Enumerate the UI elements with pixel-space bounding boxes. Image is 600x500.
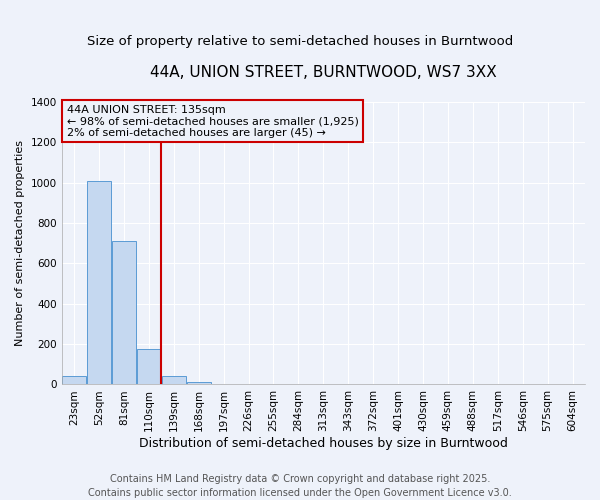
- Bar: [62, 376, 86, 384]
- Y-axis label: Number of semi-detached properties: Number of semi-detached properties: [15, 140, 25, 346]
- Bar: [87, 180, 111, 384]
- Bar: [137, 349, 161, 384]
- Text: 44A UNION STREET: 135sqm
← 98% of semi-detached houses are smaller (1,925)
2% of: 44A UNION STREET: 135sqm ← 98% of semi-d…: [67, 105, 359, 138]
- Text: Size of property relative to semi-detached houses in Burntwood: Size of property relative to semi-detach…: [87, 35, 513, 48]
- Text: Contains HM Land Registry data © Crown copyright and database right 2025.
Contai: Contains HM Land Registry data © Crown c…: [88, 474, 512, 498]
- X-axis label: Distribution of semi-detached houses by size in Burntwood: Distribution of semi-detached houses by …: [139, 437, 508, 450]
- Bar: [162, 376, 185, 384]
- Bar: [187, 382, 211, 384]
- Title: 44A, UNION STREET, BURNTWOOD, WS7 3XX: 44A, UNION STREET, BURNTWOOD, WS7 3XX: [150, 65, 497, 80]
- Bar: [112, 241, 136, 384]
